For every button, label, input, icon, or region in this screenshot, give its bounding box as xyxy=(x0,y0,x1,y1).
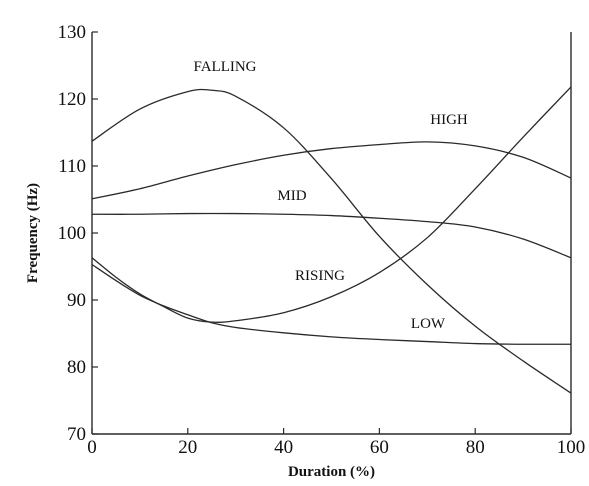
x-tick-label: 0 xyxy=(87,437,97,458)
y-tick-label: 90 xyxy=(67,290,86,311)
x-tick-label: 20 xyxy=(178,437,197,458)
series-line-low xyxy=(91,263,572,345)
series-labels: FALLING HIGH MID RISING LOW xyxy=(193,59,467,332)
series-line-mid xyxy=(91,212,572,259)
series-label-rising: RISING xyxy=(295,268,345,284)
x-tick-label: 80 xyxy=(466,437,485,458)
y-tick-label: 120 xyxy=(58,89,87,110)
y-tick-label: 130 xyxy=(58,22,87,43)
y-tick-label: 100 xyxy=(58,223,87,244)
series-lines xyxy=(91,86,572,394)
x-axis-title: Duration (%) xyxy=(288,464,375,480)
tick-labels: 70 80 90 100 110 120 130 0 20 40 60 80 100 xyxy=(58,22,586,458)
y-tick-label: 110 xyxy=(58,156,86,177)
series-label-high: HIGH xyxy=(430,112,468,128)
x-tick-label: 60 xyxy=(370,437,389,458)
x-tick-label: 100 xyxy=(557,437,586,458)
series-line-high xyxy=(91,141,572,200)
series-label-low: LOW xyxy=(411,316,446,332)
y-tick-label: 80 xyxy=(67,357,86,378)
axes xyxy=(91,31,572,435)
series-label-falling: FALLING xyxy=(193,59,256,75)
y-tick-label: 70 xyxy=(67,424,86,445)
x-tick-label: 40 xyxy=(274,437,293,458)
y-axis-title: Frequency (Hz) xyxy=(25,183,41,283)
series-line-rising xyxy=(91,86,572,323)
series-label-mid: MID xyxy=(277,188,306,204)
series-line-falling xyxy=(91,88,572,394)
